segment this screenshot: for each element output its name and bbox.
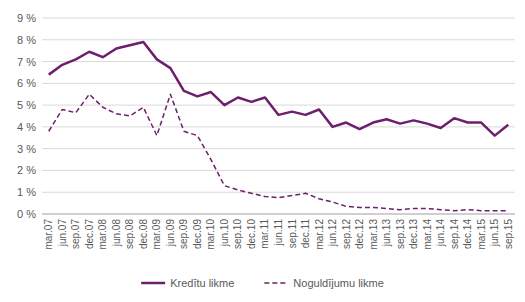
y-tick-label: 2 % xyxy=(17,164,36,176)
y-tick-label: 7 % xyxy=(17,56,36,68)
x-tick-label: sep.08 xyxy=(124,219,135,249)
series-line xyxy=(49,42,508,136)
y-tick-label: 8 % xyxy=(17,34,36,46)
grid-line xyxy=(42,148,515,149)
x-tick-label: dec.09 xyxy=(192,219,203,249)
x-tick-label: sep.14 xyxy=(449,219,460,249)
x-tick-label: jun.10 xyxy=(219,219,230,248)
x-tick-label: dec.11 xyxy=(300,219,311,249)
x-tick-label: dec.07 xyxy=(84,219,95,249)
grid-line xyxy=(42,214,515,215)
legend: Kredītu likme Noguldījumu likme xyxy=(141,277,384,289)
y-tick-label: 1 % xyxy=(17,186,36,198)
x-axis xyxy=(42,214,515,215)
y-tick-label: 6 % xyxy=(17,77,36,89)
x-tick-label: jun.07 xyxy=(57,219,68,248)
y-tick-label: 4 % xyxy=(17,121,36,133)
x-tick-label: jun.13 xyxy=(381,219,392,248)
x-tick-label: mar.11 xyxy=(259,219,270,249)
grid-line xyxy=(42,192,515,193)
grid-line xyxy=(42,170,515,171)
series-line xyxy=(49,94,508,211)
x-tick-label: jun.14 xyxy=(435,219,446,248)
legend-swatch xyxy=(141,282,165,285)
y-tick-label: 5 % xyxy=(17,99,36,111)
x-tick-label: dec.08 xyxy=(138,219,149,249)
grid-line xyxy=(42,61,515,62)
legend-label: Kredītu likme xyxy=(170,277,234,289)
grid-line xyxy=(42,39,515,40)
y-tick-label: 0 % xyxy=(17,208,36,220)
x-tick-label: mar.12 xyxy=(314,219,325,250)
x-tick-label: dec.12 xyxy=(354,219,365,249)
x-tick-label: dec.14 xyxy=(462,219,473,249)
plot-area xyxy=(49,42,508,211)
x-tick-label: jun.09 xyxy=(165,219,176,248)
x-tick-label: sep.09 xyxy=(178,219,189,249)
chart: 0 %1 %2 %3 %4 %5 %6 %7 %8 %9 %mar.07jun.… xyxy=(0,0,525,302)
x-tick-label: sep.13 xyxy=(395,219,406,249)
x-tick-label: sep.10 xyxy=(232,219,243,249)
x-tick-label: mar.07 xyxy=(43,219,54,250)
x-tick-label: mar.09 xyxy=(151,219,162,250)
x-tick-label: dec.13 xyxy=(408,219,419,249)
x-tick-label: jun.08 xyxy=(111,219,122,248)
x-tick-label: sep.15 xyxy=(503,219,514,249)
grid-line xyxy=(42,83,515,84)
y-tick-label: 3 % xyxy=(17,143,36,155)
y-tick-label: 9 % xyxy=(17,12,36,24)
x-tick-label: mar.15 xyxy=(476,219,487,250)
x-tick-label: mar.14 xyxy=(422,219,433,250)
x-tick-label: mar.13 xyxy=(368,219,379,250)
x-tick-label: sep.11 xyxy=(287,219,298,249)
grid-line xyxy=(42,105,515,106)
x-tick-label: mar.10 xyxy=(205,219,216,250)
x-tick-label: mar.08 xyxy=(97,219,108,250)
x-tick-label: jun.12 xyxy=(327,219,338,248)
x-tick-label: sep.07 xyxy=(70,219,81,249)
x-tick-label: sep.12 xyxy=(341,219,352,249)
x-tick-label: jun.11 xyxy=(273,219,284,247)
x-tick-label: dec.10 xyxy=(246,219,257,249)
grid-line xyxy=(42,18,515,19)
legend-label: Noguldījumu likme xyxy=(293,277,383,289)
x-tick-label: jun.15 xyxy=(489,219,500,248)
legend-swatch xyxy=(264,282,288,284)
